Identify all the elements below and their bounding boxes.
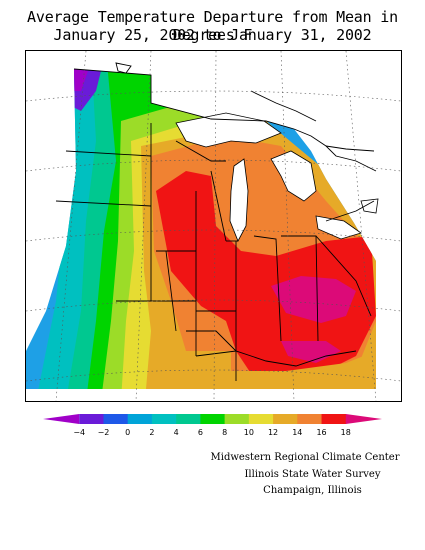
legend-tick-label: 12: [268, 428, 278, 437]
credit-organization: Midwestern Regional Climate Center: [210, 452, 400, 463]
legend-tick-label: 18: [341, 428, 351, 437]
legend-swatch: [224, 414, 250, 424]
legend-tick-label: 16: [316, 428, 326, 437]
legend-tick-label: 10: [244, 428, 254, 437]
legend-tick-label: 14: [292, 428, 302, 437]
legend-tick-label: −2: [98, 428, 110, 437]
legend-swatch: [79, 414, 104, 424]
legend-tick-label: 4: [174, 428, 179, 437]
lake-ontario: [360, 198, 379, 214]
map-date-range: January 25, 2002 to January 31, 2002: [53, 26, 372, 44]
legend-swatch: [345, 414, 382, 424]
lake-superior: [175, 112, 282, 148]
temperature-anomaly-map: [25, 50, 402, 402]
legend-swatch: [103, 414, 129, 424]
anomaly-fill: [26, 69, 376, 389]
map-canvas: [26, 51, 401, 401]
graticule: [26, 51, 401, 401]
color-legend: −4 −2 0 2 4 6 8 10 12 14 16 18: [40, 410, 385, 440]
legend-swatch: [151, 414, 177, 424]
great-lakes: [175, 112, 379, 242]
legend-tick-label: 2: [149, 428, 154, 437]
map-title: Average Temperature Departure from Mean …: [27, 8, 398, 44]
legend-tick-label: 8: [222, 428, 227, 437]
legend-swatch: [43, 414, 80, 424]
legend-swatch: [321, 414, 347, 424]
legend-swatch: [273, 414, 298, 424]
legend-swatch: [176, 414, 201, 424]
legend-tick-label: 0: [125, 428, 130, 437]
national-borders: [73, 62, 377, 172]
legend-swatch: [297, 414, 323, 424]
credit-agency: Illinois State Water Survey: [244, 469, 381, 480]
legend-swatch: [248, 414, 274, 424]
legend-swatch: [127, 414, 153, 424]
credit-location: Champaign, Illinois: [263, 485, 362, 496]
legend-tick-label: 6: [198, 428, 203, 437]
state-borders: [55, 123, 375, 381]
lake-michigan: [229, 158, 249, 242]
lake-erie: [315, 215, 362, 240]
legend-svg: −4 −2 0 2 4 6 8 10 12 14 16 18: [43, 414, 382, 437]
lake-huron: [270, 150, 317, 202]
legend-tick-label: −4: [73, 428, 85, 437]
legend-swatch: [200, 414, 226, 424]
